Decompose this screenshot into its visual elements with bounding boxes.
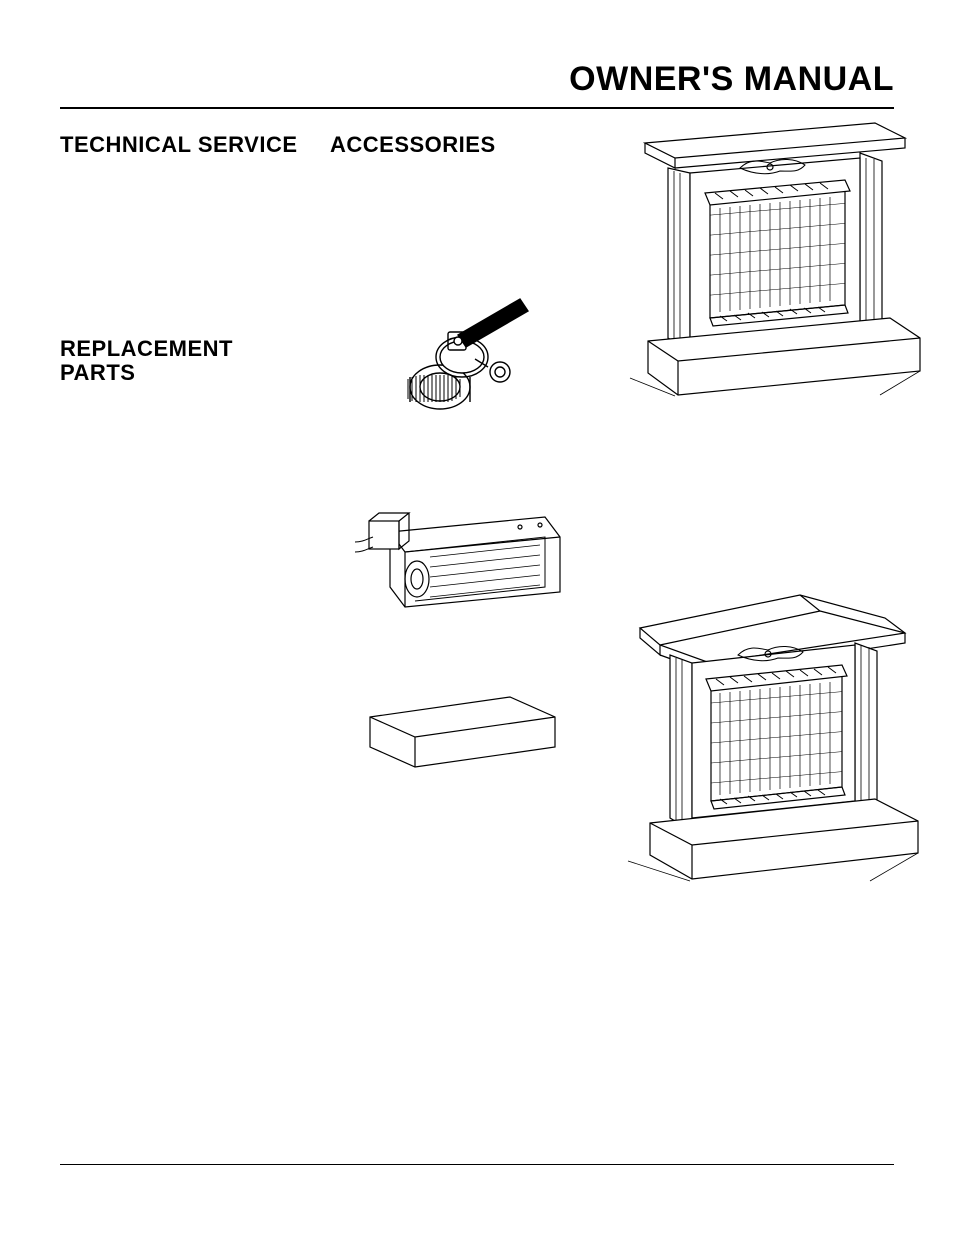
page: OWNER'S MANUAL TECHNICAL SERVICE REPLACE… (0, 0, 954, 1235)
valve-icon (370, 277, 550, 437)
figure-valve (330, 277, 590, 437)
figure-mantel-corner (620, 583, 930, 883)
mantel-front-icon (620, 113, 930, 403)
figure-blower (330, 497, 590, 627)
column-middle: ACCESSORIES (330, 133, 590, 883)
column-right (620, 133, 930, 883)
content-columns: TECHNICAL SERVICE REPLACEMENT PARTS ACCE… (60, 133, 894, 883)
section-technical-service: TECHNICAL SERVICE (60, 133, 300, 157)
column-left: TECHNICAL SERVICE REPLACEMENT PARTS (60, 133, 300, 883)
footer-rule (60, 1164, 894, 1165)
page-header: OWNER'S MANUAL (60, 60, 894, 109)
blower-icon (345, 497, 575, 627)
mantel-corner-icon (620, 583, 930, 883)
hearth-base-icon (350, 677, 570, 777)
figure-base (330, 677, 590, 777)
section-replacement-parts: REPLACEMENT PARTS (60, 337, 300, 385)
section-accessories: ACCESSORIES (330, 133, 590, 157)
figure-mantel-front (620, 113, 930, 403)
page-title: OWNER'S MANUAL (60, 60, 894, 99)
